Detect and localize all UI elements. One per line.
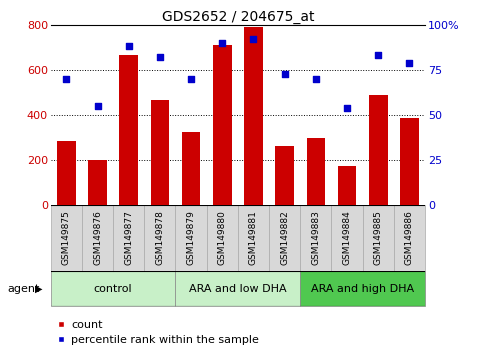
Point (312, 76, 320, 82)
Point (374, 53, 382, 58)
Point (62, 76, 70, 82)
Point (125, 44, 132, 49)
Text: ▶: ▶ (35, 284, 43, 293)
Text: GSM149881: GSM149881 (249, 211, 258, 266)
Text: control: control (94, 284, 132, 293)
Bar (144, 205, 175, 271)
Bar (119, 55, 138, 205)
Text: GSM149877: GSM149877 (124, 211, 133, 266)
Title: GDS2652 / 204675_at: GDS2652 / 204675_at (162, 10, 314, 24)
Bar (331, 205, 363, 271)
Bar (300, 271, 425, 306)
Point (281, 71, 288, 76)
Bar (338, 166, 356, 205)
Bar (151, 101, 169, 205)
Point (156, 55, 164, 60)
Point (187, 76, 195, 82)
Text: GSM149880: GSM149880 (218, 211, 227, 266)
Bar (175, 271, 300, 306)
Bar (207, 205, 238, 271)
Bar (175, 205, 207, 271)
Text: agent: agent (7, 284, 40, 293)
Text: GSM149882: GSM149882 (280, 211, 289, 265)
Bar (113, 205, 144, 271)
Text: ARA and high DHA: ARA and high DHA (311, 284, 414, 293)
Point (343, 105, 351, 111)
Bar (238, 205, 269, 271)
Bar (244, 27, 263, 205)
Text: GSM149886: GSM149886 (405, 211, 414, 266)
Point (250, 36, 257, 42)
Point (406, 60, 413, 65)
Point (94, 103, 101, 109)
Bar (82, 205, 113, 271)
Bar (300, 205, 331, 271)
Bar (400, 119, 419, 205)
Text: GSM149884: GSM149884 (342, 211, 352, 265)
Text: GSM149876: GSM149876 (93, 211, 102, 266)
Bar (275, 145, 294, 205)
Text: GSM149885: GSM149885 (374, 211, 383, 266)
Legend: count, percentile rank within the sample: count, percentile rank within the sample (52, 315, 264, 350)
Bar (182, 132, 200, 205)
Bar (269, 205, 300, 271)
Bar (363, 205, 394, 271)
Bar (51, 271, 175, 306)
Text: GSM149878: GSM149878 (156, 211, 164, 266)
Bar (307, 138, 325, 205)
Bar (369, 95, 388, 205)
Text: GSM149883: GSM149883 (312, 211, 320, 266)
Bar (213, 45, 232, 205)
Bar (57, 141, 76, 205)
Text: GSM149879: GSM149879 (186, 211, 196, 266)
Point (218, 40, 226, 46)
Text: ARA and low DHA: ARA and low DHA (189, 284, 287, 293)
Bar (51, 205, 82, 271)
Bar (394, 205, 425, 271)
Bar (88, 160, 107, 205)
Text: GSM149875: GSM149875 (62, 211, 71, 266)
